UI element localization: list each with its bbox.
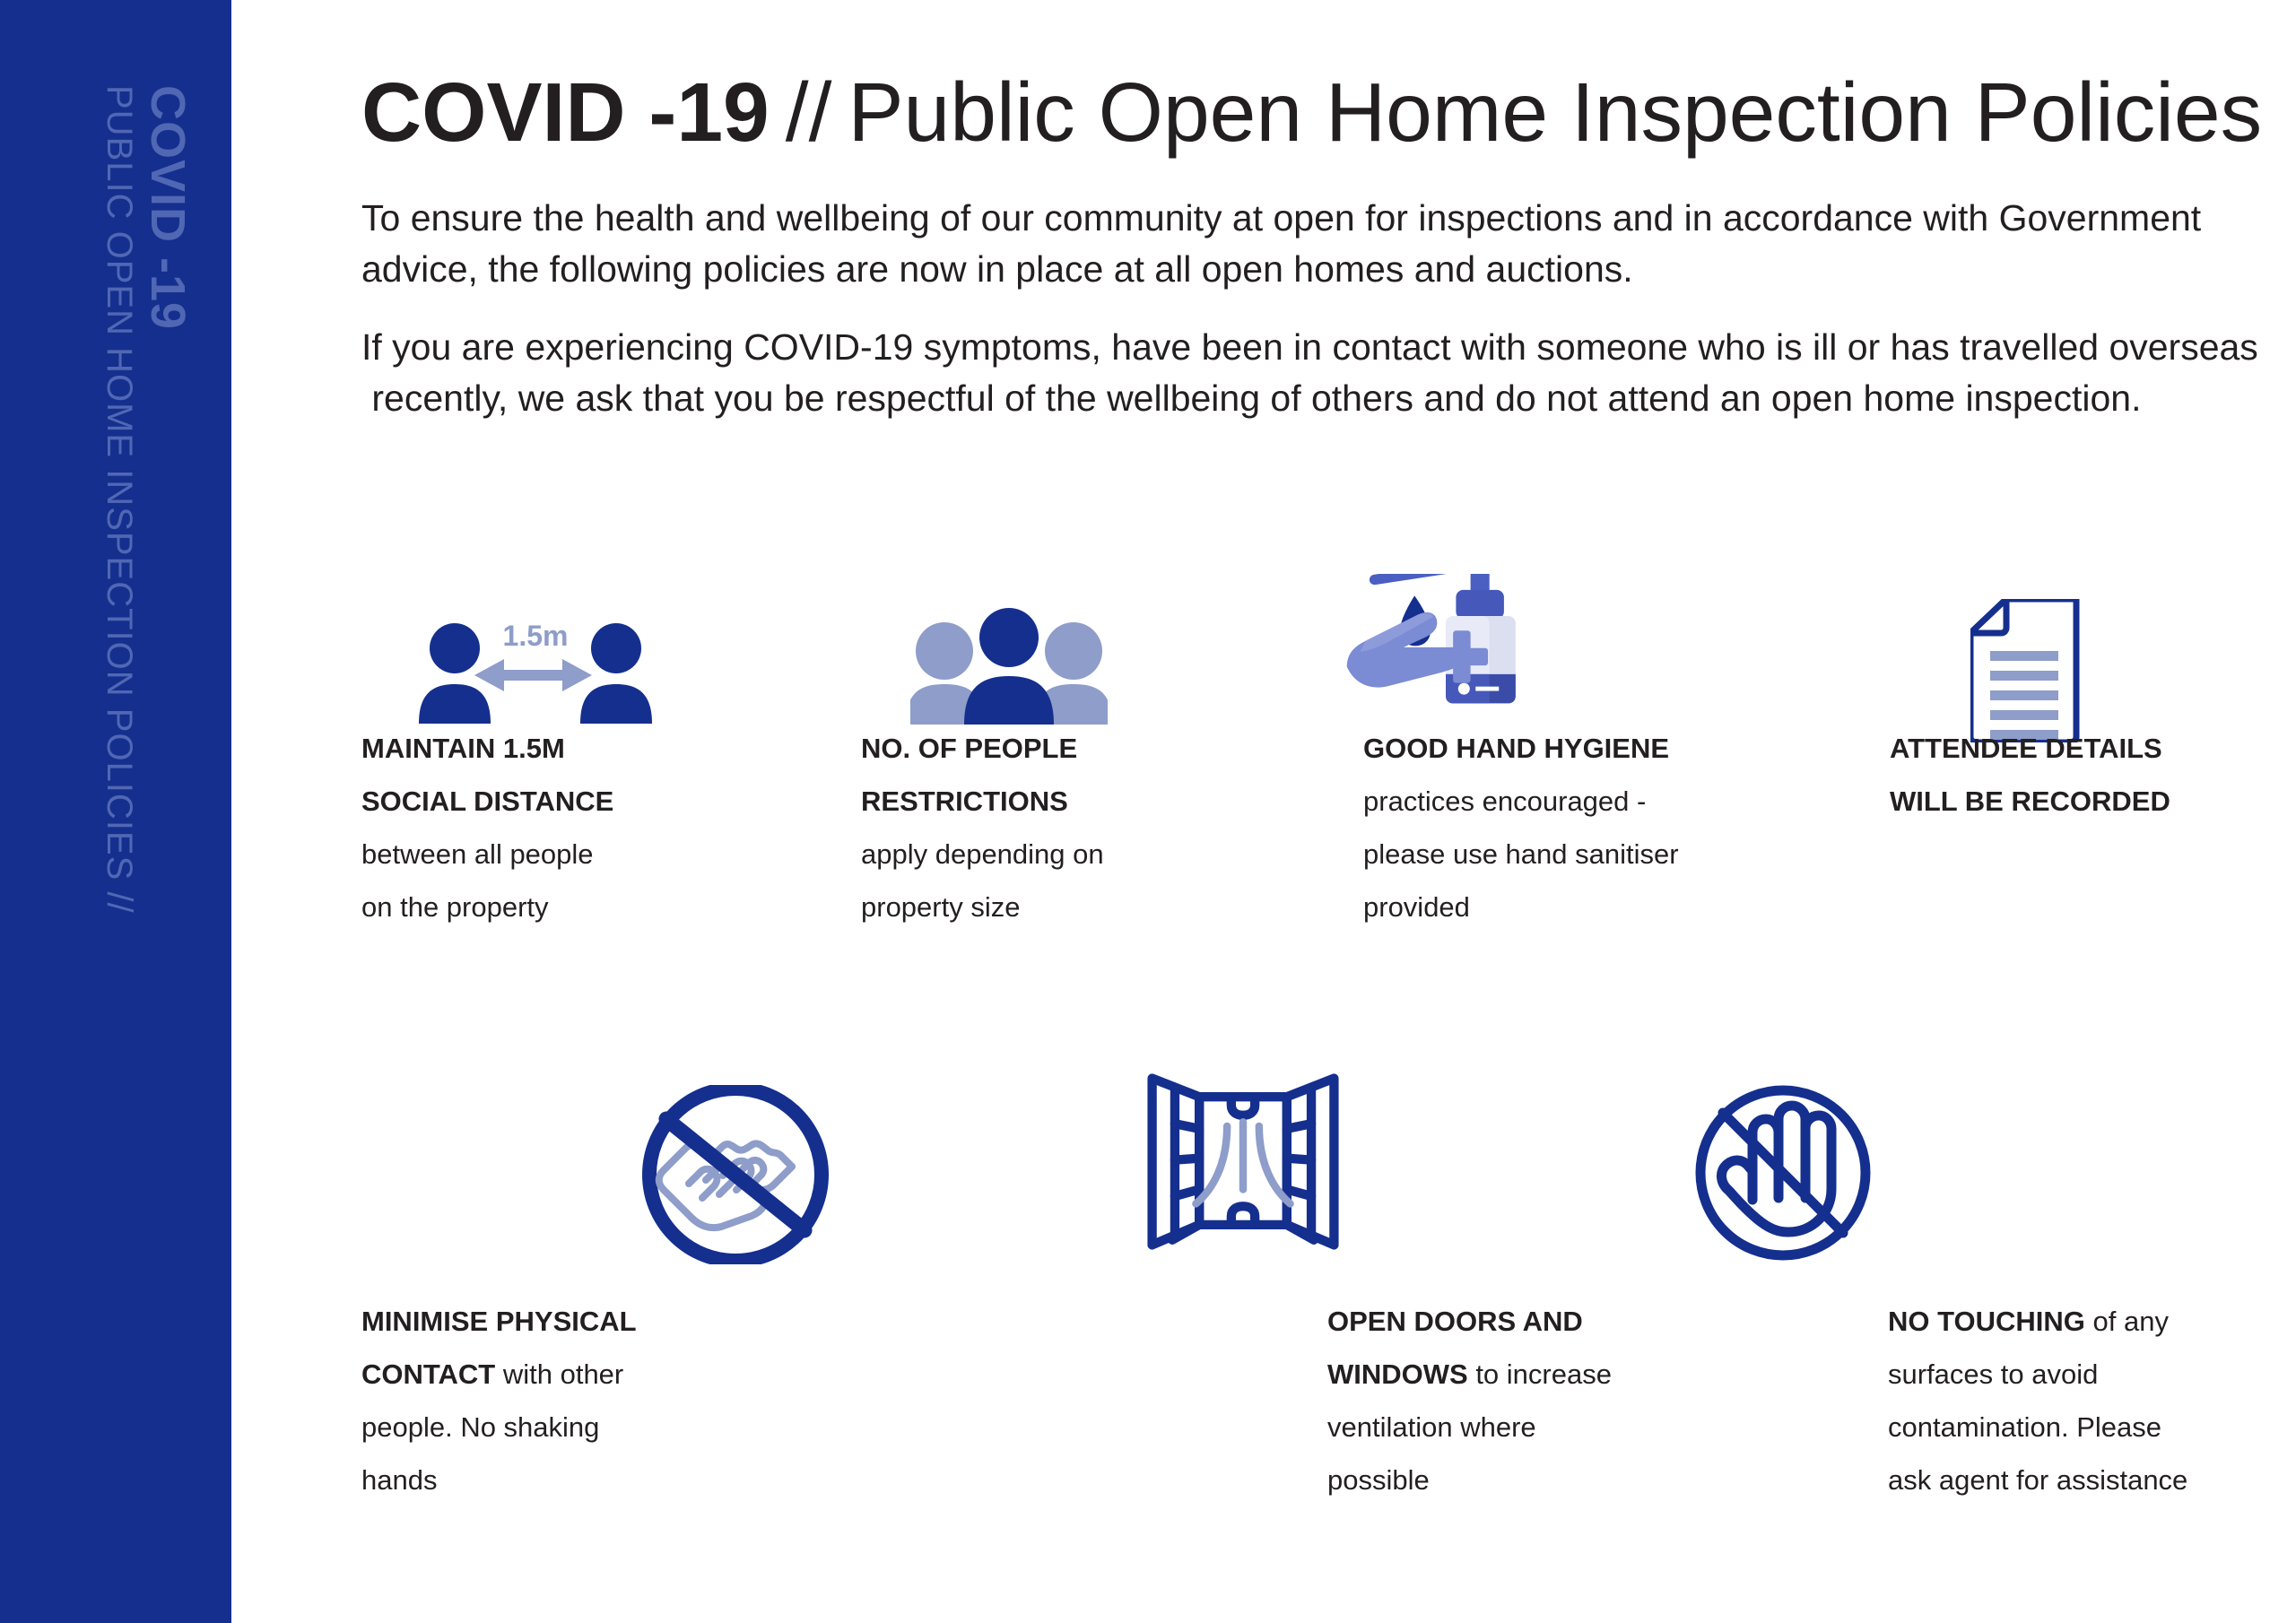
svg-text:1.5m: 1.5m bbox=[503, 623, 569, 652]
